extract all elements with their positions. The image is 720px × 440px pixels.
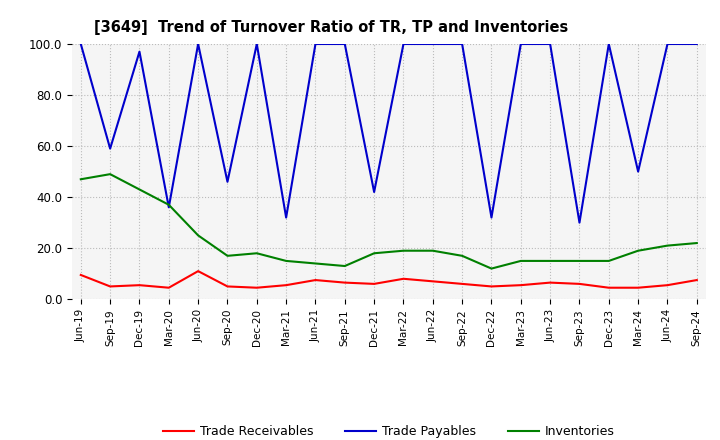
Inventories (370, 251, 379, 256)
Trade Payables (458, 41, 467, 47)
Trade Payables (135, 49, 144, 54)
Trade Payables (693, 41, 701, 47)
Trade Receivables (605, 285, 613, 290)
Trade Payables (194, 41, 202, 47)
Line: Trade Receivables: Trade Receivables (81, 271, 697, 288)
Inventories (341, 264, 349, 269)
Trade Payables (370, 189, 379, 194)
Trade Receivables (458, 281, 467, 286)
Trade Receivables (164, 285, 173, 290)
Trade Receivables (223, 284, 232, 289)
Inventories (634, 248, 642, 253)
Trade Payables (634, 169, 642, 174)
Inventories (605, 258, 613, 264)
Legend: Trade Receivables, Trade Payables, Inventories: Trade Receivables, Trade Payables, Inven… (158, 420, 620, 440)
Inventories (253, 251, 261, 256)
Inventories (164, 202, 173, 207)
Trade Receivables (663, 282, 672, 288)
Inventories (458, 253, 467, 258)
Trade Receivables (487, 284, 496, 289)
Trade Receivables (76, 272, 85, 278)
Line: Inventories: Inventories (81, 174, 697, 268)
Trade Receivables (693, 278, 701, 283)
Inventories (282, 258, 290, 264)
Inventories (663, 243, 672, 248)
Trade Receivables (516, 282, 525, 288)
Inventories (76, 176, 85, 182)
Line: Trade Payables: Trade Payables (81, 44, 697, 223)
Inventories (106, 172, 114, 177)
Inventories (135, 187, 144, 192)
Trade Receivables (399, 276, 408, 282)
Trade Receivables (311, 278, 320, 283)
Trade Receivables (428, 279, 437, 284)
Inventories (311, 261, 320, 266)
Inventories (546, 258, 554, 264)
Trade Payables (311, 41, 320, 47)
Inventories (194, 233, 202, 238)
Inventories (487, 266, 496, 271)
Inventories (399, 248, 408, 253)
Trade Receivables (135, 282, 144, 288)
Trade Payables (428, 41, 437, 47)
Trade Payables (76, 41, 85, 47)
Trade Payables (164, 205, 173, 210)
Trade Receivables (546, 280, 554, 285)
Trade Payables (546, 41, 554, 47)
Trade Receivables (575, 281, 584, 286)
Trade Payables (106, 146, 114, 151)
Trade Payables (282, 215, 290, 220)
Trade Receivables (341, 280, 349, 285)
Trade Payables (487, 215, 496, 220)
Trade Payables (663, 41, 672, 47)
Trade Payables (223, 179, 232, 184)
Trade Payables (575, 220, 584, 225)
Inventories (516, 258, 525, 264)
Trade Receivables (194, 268, 202, 274)
Inventories (428, 248, 437, 253)
Inventories (693, 240, 701, 246)
Trade Payables (399, 41, 408, 47)
Trade Payables (516, 41, 525, 47)
Inventories (575, 258, 584, 264)
Trade Receivables (282, 282, 290, 288)
Trade Receivables (370, 281, 379, 286)
Trade Receivables (253, 285, 261, 290)
Text: [3649]  Trend of Turnover Ratio of TR, TP and Inventories: [3649] Trend of Turnover Ratio of TR, TP… (94, 20, 568, 35)
Trade Payables (341, 41, 349, 47)
Trade Receivables (106, 284, 114, 289)
Trade Payables (253, 41, 261, 47)
Trade Payables (605, 41, 613, 47)
Inventories (223, 253, 232, 258)
Trade Receivables (634, 285, 642, 290)
